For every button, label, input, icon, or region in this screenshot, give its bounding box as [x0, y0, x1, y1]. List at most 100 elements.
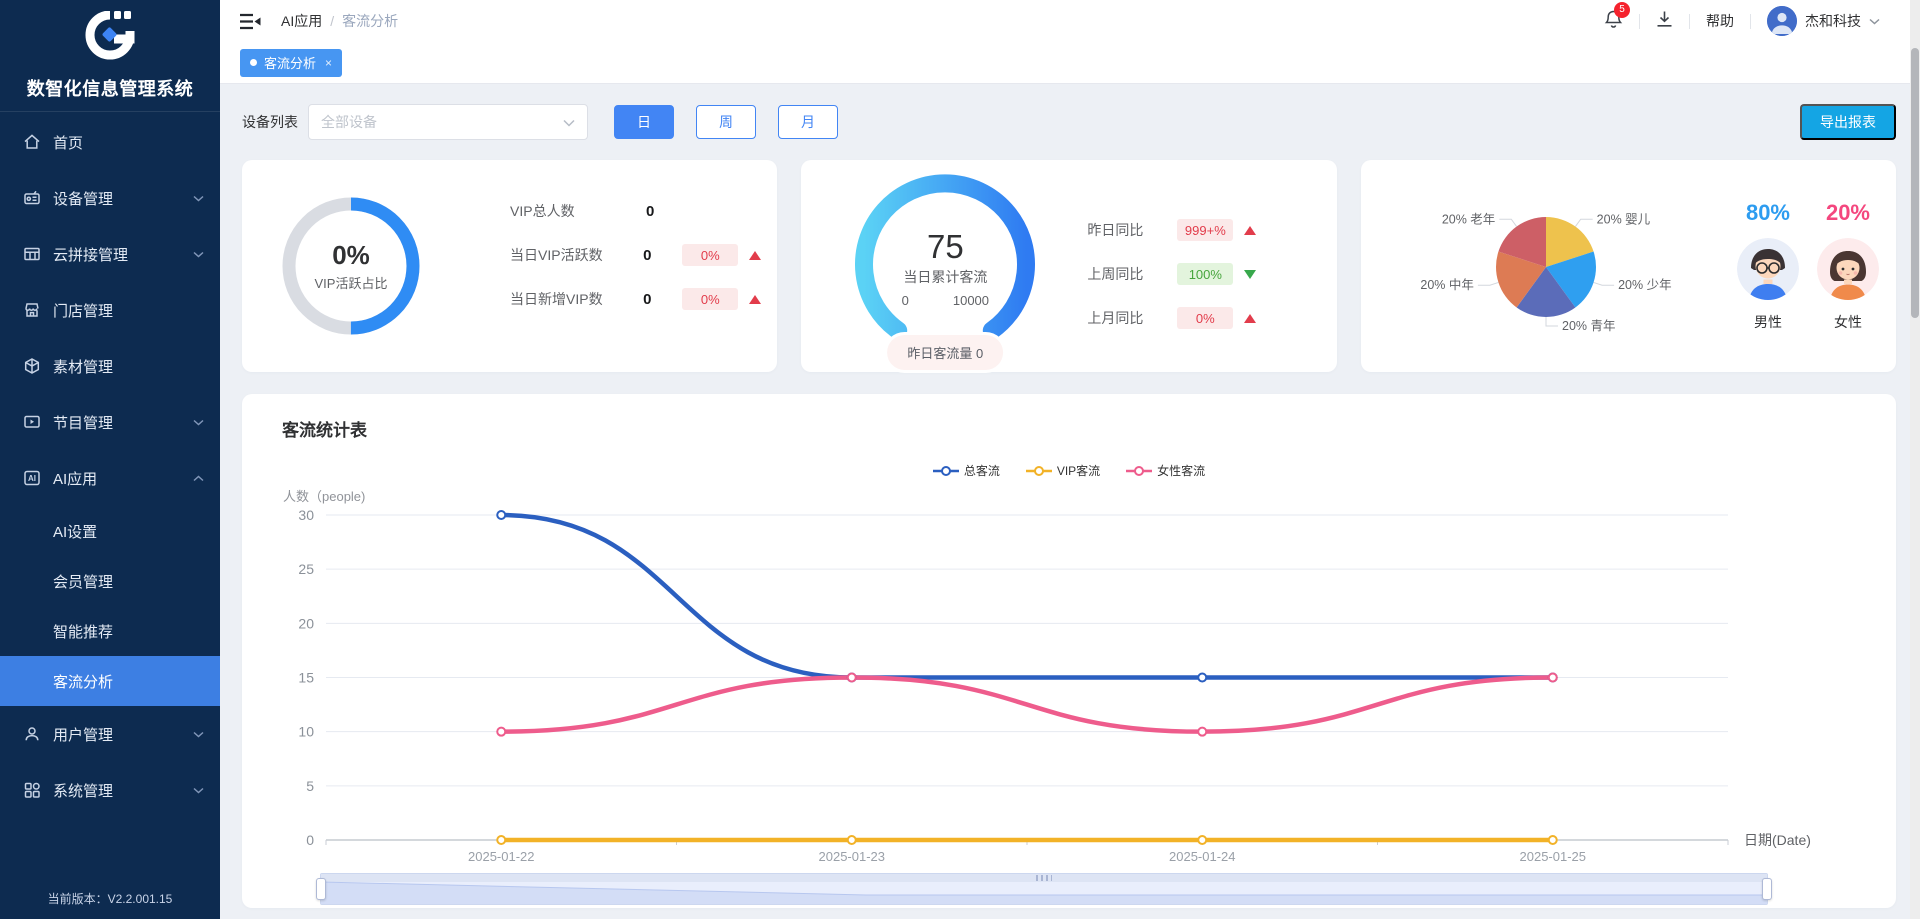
legend-symbol-icon — [932, 465, 959, 476]
svg-text:0: 0 — [306, 832, 314, 848]
female-label: 女性 — [1833, 314, 1862, 330]
system-icon — [22, 781, 41, 800]
female-column: 20% — [1816, 200, 1880, 332]
vip-ring-arc — [282, 197, 420, 335]
sidebar-item-material-mgmt[interactable]: 素材管理 — [0, 338, 220, 394]
trend-up-icon — [1244, 225, 1257, 235]
sidebar-subitem-traffic-analysis[interactable]: 客流分析 — [0, 656, 220, 706]
legend-label: VIP客流 — [1056, 464, 1101, 478]
help-link[interactable]: 帮助 — [1706, 13, 1734, 29]
yesterday-flow-pill: 昨日客流量 0 — [887, 335, 1004, 370]
male-percent: 80% — [1745, 200, 1790, 225]
store-icon — [22, 301, 41, 320]
compare-label: 上周同比 — [1087, 266, 1144, 282]
stat-value: 0 — [643, 290, 652, 308]
page-scrollbar[interactable] — [1910, 0, 1920, 919]
sidebar-item-label: AI设置 — [53, 523, 98, 541]
stat-value: 0 — [643, 246, 652, 264]
sidebar-item-label: 设备管理 — [53, 190, 114, 208]
svg-text:2025-01-24: 2025-01-24 — [1169, 849, 1236, 864]
legend-label: 总客流 — [963, 464, 1000, 478]
svg-text:2025-01-25: 2025-01-25 — [1520, 849, 1587, 864]
sidebar-item-store-mgmt[interactable]: 门店管理 — [0, 282, 220, 338]
tab-close-icon[interactable]: × — [325, 55, 333, 70]
ai-submenu: AI设置 会员管理 智能推荐 客流分析 — [0, 506, 220, 706]
compare-row: 昨日同比 999+% — [1087, 218, 1320, 242]
demographics-card: 20% 婴儿 20% 少年 20% 青年 20% 中年 20% 老年 80% — [1360, 160, 1896, 372]
datazoom-right-handle[interactable] — [1762, 878, 1772, 900]
sidebar-subitem-member-mgmt[interactable]: 会员管理 — [0, 556, 220, 606]
gauge-min: 0 — [901, 293, 909, 308]
sidebar-item-user-mgmt[interactable]: 用户管理 — [0, 706, 220, 762]
filter-toolbar: 设备列表 全部设备 日 周 月 导出报表 — [242, 104, 1896, 140]
male-column: 80% — [1736, 200, 1800, 332]
content: 设备列表 全部设备 日 周 月 导出报表 — [220, 84, 1920, 919]
splice-grid-icon — [22, 245, 41, 264]
breadcrumb-parent[interactable]: AI应用 — [281, 13, 323, 29]
account-menu[interactable]: 杰和科技 — [1767, 6, 1880, 36]
male-avatar — [1736, 238, 1799, 300]
user-icon — [22, 725, 41, 744]
female-percent: 20% — [1825, 200, 1870, 225]
account-name: 杰和科技 — [1805, 13, 1861, 29]
range-day-button[interactable]: 日 — [614, 105, 674, 139]
download-icon — [1656, 10, 1673, 33]
chevron-down-icon — [563, 114, 575, 130]
age-pie-chart: 20% 婴儿 20% 少年 20% 青年 20% 中年 20% 老年 — [1391, 180, 1701, 360]
range-week-button[interactable]: 周 — [696, 105, 756, 139]
sidebar-subitem-ai-settings[interactable]: AI设置 — [0, 506, 220, 556]
vip-stat-rows: VIP总人数 0 当日VIP活跃数 0 0% 当日新增VIP数 0 0 — [510, 198, 762, 330]
tab-label: 客流分析 — [264, 56, 317, 71]
sidebar-item-device-mgmt[interactable]: 设备管理 — [0, 170, 220, 226]
sidebar-collapse-icon[interactable] — [240, 13, 261, 30]
sidebar-item-label: 首页 — [53, 134, 84, 152]
datazoom-grip-handle[interactable] — [1036, 875, 1052, 881]
vip-stats-card: 0% VIP活跃占比 VIP总人数 0 当日VIP活跃数 0 0% — [242, 160, 778, 372]
vip-ring-value: 0% — [332, 240, 370, 270]
breadcrumb: AI应用 / 客流分析 — [281, 11, 398, 31]
chart-title: 客流统计表 — [282, 421, 367, 440]
main-area: AI应用 / 客流分析 5 帮助 — [220, 0, 1920, 919]
tab-traffic-analysis[interactable]: 客流分析 × — [240, 48, 343, 77]
y-axis-title: 人数（people) — [283, 489, 366, 504]
datazoom-left-handle[interactable] — [316, 878, 326, 900]
stat-label: 当日新增VIP数 — [510, 291, 603, 307]
chart-legend: 总客流 VIP客流 女性客流 — [242, 462, 1896, 479]
sidebar-item-label: 用户管理 — [53, 726, 114, 744]
download-button[interactable] — [1656, 10, 1673, 33]
notifications-button[interactable]: 5 — [1604, 1, 1630, 34]
svg-text:2025-01-23: 2025-01-23 — [819, 849, 886, 864]
sidebar-subitem-smart-recommend[interactable]: 智能推荐 — [0, 606, 220, 656]
vip-donut: 0% VIP活跃占比 — [281, 196, 421, 336]
version-label: 当前版本：V2.2.001.15 — [47, 892, 173, 906]
sidebar-item-program-mgmt[interactable]: 节目管理 — [0, 394, 220, 450]
stat-row: 当日VIP活跃数 0 0% — [510, 242, 762, 268]
line-chart-svg: 0 5 10 15 20 25 30 2025-01-22 2025-01-23 2025-01-… — [298, 507, 1810, 864]
export-report-button[interactable]: 导出报表 — [1800, 104, 1896, 140]
program-icon — [22, 413, 41, 432]
breadcrumb-current: 客流分析 — [342, 13, 399, 29]
percent-badge: 0% — [682, 244, 739, 266]
range-month-button[interactable]: 月 — [778, 105, 838, 139]
legend-item[interactable]: VIP客流 — [1025, 462, 1101, 479]
stat-label: 当日VIP活跃数 — [510, 247, 603, 263]
stat-row: VIP总人数 0 — [510, 198, 761, 224]
datazoom-preview — [321, 881, 1767, 904]
svg-text:20% 青年: 20% 青年 — [1562, 319, 1616, 333]
compare-label: 昨日同比 — [1087, 222, 1144, 238]
trend-up-icon — [749, 250, 762, 260]
device-select[interactable]: 全部设备 — [308, 104, 588, 140]
legend-item[interactable]: 总客流 — [932, 462, 1000, 479]
sidebar-item-home[interactable]: 首页 — [0, 114, 220, 170]
trend-down-icon — [1244, 269, 1257, 279]
material-cube-icon — [22, 357, 41, 376]
svg-text:20% 老年: 20% 老年 — [1441, 212, 1495, 226]
sidebar-item-system-mgmt[interactable]: 系统管理 — [0, 762, 220, 818]
legend-item[interactable]: 女性客流 — [1126, 462, 1205, 479]
scrollbar-thumb[interactable] — [1911, 48, 1919, 318]
legend-symbol-icon — [1126, 465, 1153, 476]
sidebar-item-ai-apps[interactable]: AI AI应用 — [0, 450, 220, 506]
datazoom-slider[interactable] — [316, 873, 1772, 905]
sidebar-item-splice-mgmt[interactable]: 云拼接管理 — [0, 226, 220, 282]
